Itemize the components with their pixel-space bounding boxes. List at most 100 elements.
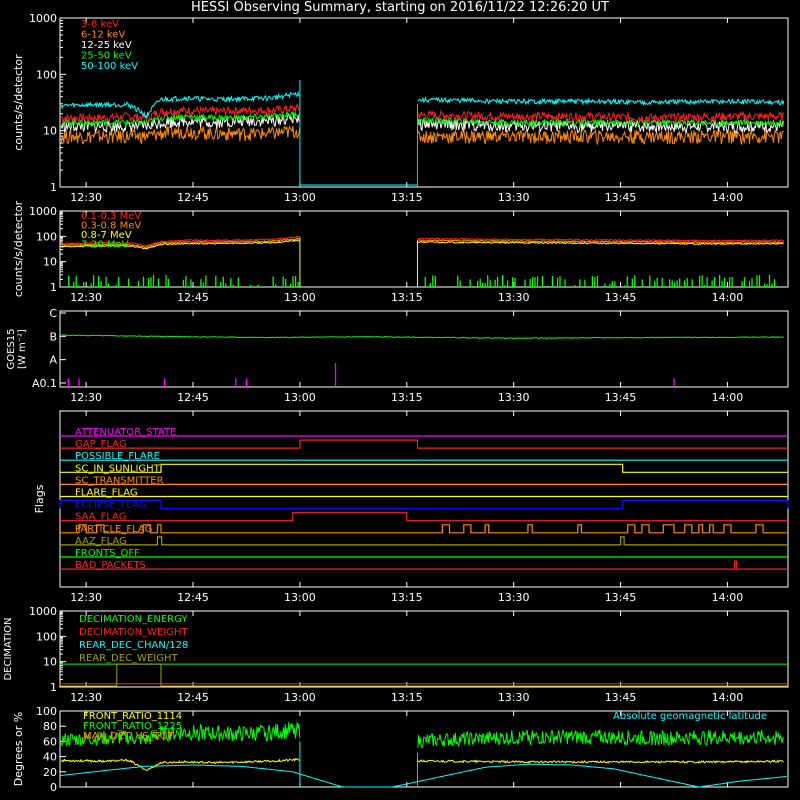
ratios-series-yellow [60,757,784,771]
flags-xtick-label: 13:15 [391,591,423,604]
lightcurve-hi-xtick-label: 13:45 [605,291,637,304]
goes-xtick-label: 13:15 [391,391,423,404]
lightcurve-hi-ytick-label: 10 [43,256,57,269]
ratios-ytick-label: 0 [50,781,57,794]
lightcurve-lo-ytick-label: 10 [43,125,57,138]
goes-xtick-label: 13:30 [498,391,530,404]
lightcurve-lo-xtick-label: 12:30 [70,191,102,204]
lightcurve-hi-legend-item: 0.3-0.8 MeV [81,221,141,232]
lightcurve-lo-series-orange [60,124,784,146]
lightcurve-hi-ylabel: counts/s/detector [12,200,25,297]
decimation-xtick-label: 12:45 [177,691,209,704]
lightcurve-lo-ytick-label: 100 [36,68,57,81]
decimation-legend-item: REAR_DEC_CHAN/128 [79,640,188,651]
decimation-frame [59,610,789,688]
lightcurve-hi-ytick-label: 1000 [29,205,57,218]
flags-xtick-label: 13:30 [498,591,530,604]
flag-row-eclipse_flag [59,500,789,510]
ratios-ytick-label: 100 [36,705,57,718]
flag-row-saa_flag [60,512,788,522]
lightcurve-hi-frame [59,210,789,288]
ratios-legend-item: FRONT_RATIO_1114 [83,711,182,722]
lightcurve-hi-legend-item: 7-20 MeV [81,240,129,251]
flag-row-label: ATTENUATOR_STATE [75,427,176,438]
flags-xtick-label: 13:45 [605,591,637,604]
lightcurve-lo-legend-item: 25-50 keV [81,51,132,62]
flags-ylabel: Flags [33,484,46,513]
decimation-ylabel: DECIMATION [3,617,14,680]
ratios-legend-item: MAX_DET_VS_TOT [83,731,175,742]
lightcurve-lo-legend-item: 50-100 keV [81,61,138,72]
flags-xtick-label: 13:00 [284,591,316,604]
lightcurve-lo-xtick-label: 13:30 [498,191,530,204]
flag-row-label: POSSIBLE_FLARE [75,451,160,462]
lightcurve-lo-frame [59,17,789,188]
flag-row-bad_packets [60,560,788,570]
decimation-legend-item: DECIMATION_ENERGY [79,614,188,625]
lightcurve-lo-legend-item: 3-6 keV [81,19,119,30]
decimation-ytick-label: 10 [43,656,57,669]
decimation-ytick-label: 1 [50,681,57,694]
goes-frame [59,310,789,388]
decimation-xtick-label: 13:15 [391,691,423,704]
ratios-ytick-label: 60 [43,735,57,748]
goes-xtick-label: 12:30 [70,391,102,404]
lightcurve-lo-xtick-label: 13:15 [391,191,423,204]
ratios-ytick-label: 40 [43,751,57,764]
goes-xtick-label: 13:45 [605,391,637,404]
lightcurve-hi-legend-item: 0.1-0.3 MeV [81,211,141,222]
plot-title: HESSI Observing Summary, starting on 201… [191,0,609,15]
decimation-legend-item: REAR_DEC_WEIGHT [79,653,178,664]
decimation-xtick-label: 13:45 [605,691,637,704]
flag-row-particle_flag [60,524,788,534]
lightcurve-hi-xtick-label: 13:30 [498,291,530,304]
lightcurve-hi-legend-item: 0.8-7 MeV [81,230,132,241]
lightcurve-lo-xtick-label: 14:00 [712,191,744,204]
lightcurve-hi-xtick-label: 14:00 [712,291,744,304]
lightcurve-lo-xtick-label: 13:45 [605,191,637,204]
ratios-ytick-label: 20 [43,766,57,779]
flags-xtick-label: 14:00 [712,591,744,604]
flag-row-label: FRONTS_OFF [75,548,140,559]
flag-row-label: SAA_FLAG [75,512,126,523]
flags-frame [59,410,789,588]
lightcurve-hi-xtick-label: 13:15 [391,291,423,304]
decimation-xtick-label: 13:30 [498,691,530,704]
lightcurve-lo-ytick-label: 1000 [29,12,57,25]
decimation-xtick-label: 12:30 [70,691,102,704]
lightcurve-hi-xtick-label: 12:30 [70,291,102,304]
flag-row-aaz_flag [60,536,788,546]
lightcurve-lo-series-red [60,103,785,124]
ratios-legend-item: FRONT_RATIO_1225 [83,721,182,732]
lightcurve-lo-ylabel: counts/s/detector [12,54,25,151]
ratios-frame [59,710,789,788]
ratios-geomag-line [59,763,787,788]
lightcurve-lo-series-green [60,110,785,128]
lightcurve-hi-series-red [61,235,784,247]
lightcurve-hi-ytick-label: 1 [50,281,57,294]
goes-xtick-label: 13:00 [284,391,316,404]
flag-row-label: ECLIPSE_FLAG [75,500,146,511]
lightcurve-lo-xtick-label: 12:45 [177,191,209,204]
lightcurve-hi-series-green [68,274,776,287]
lightcurve-lo-xtick-label: 13:00 [284,191,316,204]
lightcurve-hi-xtick-label: 12:45 [177,291,209,304]
flag-row-label: GAP_FLAG [75,439,127,450]
lightcurve-hi-ytick-label: 100 [36,230,57,243]
flag-row-label: BAD_PACKETS [75,560,146,571]
goes-ytick-label: C [49,307,57,320]
decimation-ytick-label: 1000 [29,605,57,618]
decimation-series-olive [60,663,788,687]
flag-row-gap_flag [60,439,788,449]
ratios-series-green [60,722,785,749]
ratios-ytick-label: 80 [43,720,57,733]
ratios-annotation: Absolute geomagnetic latitude [613,711,767,722]
lightcurve-hi-series-yellow [60,239,784,250]
decimation-ytick-label: 100 [36,630,57,643]
lightcurve-hi-xtick-label: 13:00 [284,291,316,304]
ratios-ylabel: Degrees or % [12,712,25,786]
flag-row-label: PARTICLE_FLAG [75,524,152,535]
goes-xtick-label: 12:45 [177,391,209,404]
lightcurve-lo-legend-item: 6-12 keV [81,30,125,41]
